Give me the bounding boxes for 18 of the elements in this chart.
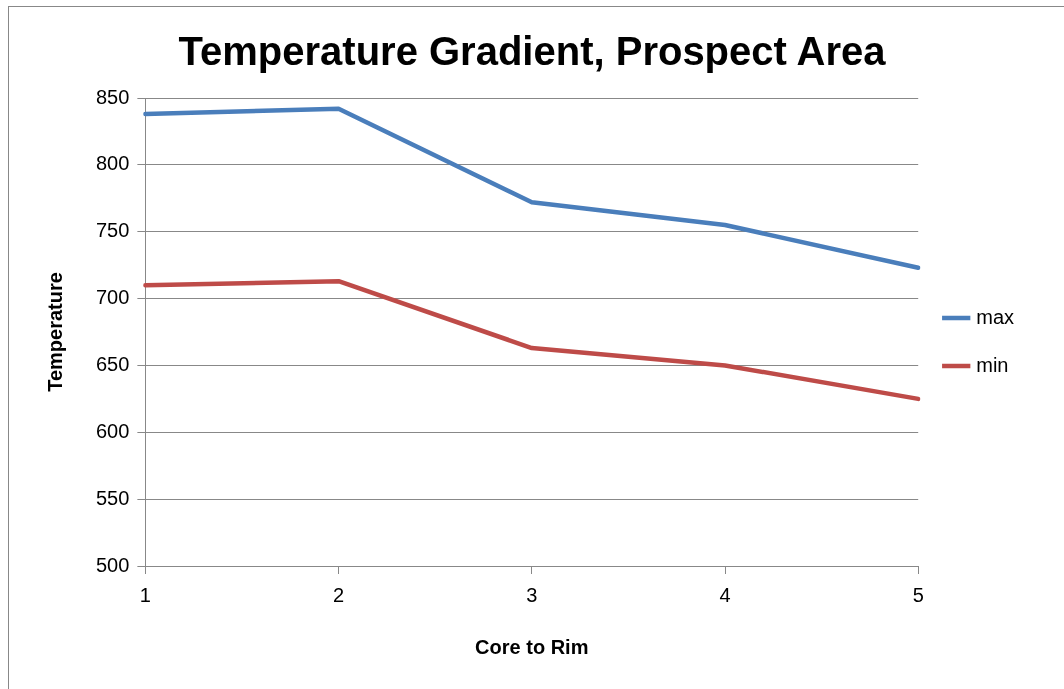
y-tick-label: 850 bbox=[95, 85, 130, 108]
x-tick-label: 4 bbox=[719, 583, 731, 606]
y-tick-label: 700 bbox=[95, 286, 130, 309]
y-axis-title: Temperature bbox=[43, 272, 66, 392]
y-tick-label: 550 bbox=[95, 486, 130, 509]
x-axis-title: Core to Rim bbox=[475, 635, 589, 658]
chart-title: Temperature Gradient, Prospect Area bbox=[178, 29, 887, 74]
y-tick-label: 650 bbox=[95, 352, 130, 375]
x-tick-label: 5 bbox=[912, 583, 924, 606]
y-tick-label: 800 bbox=[95, 152, 130, 175]
x-tick-label: 1 bbox=[139, 583, 151, 606]
legend-label: min bbox=[976, 353, 1009, 376]
y-tick-label: 750 bbox=[95, 219, 130, 242]
x-tick-label: 2 bbox=[333, 583, 345, 606]
x-tick-label: 3 bbox=[526, 583, 538, 606]
y-tick-label: 600 bbox=[95, 419, 130, 442]
y-tick-label: 500 bbox=[95, 553, 130, 576]
legend-label: max bbox=[976, 305, 1015, 328]
